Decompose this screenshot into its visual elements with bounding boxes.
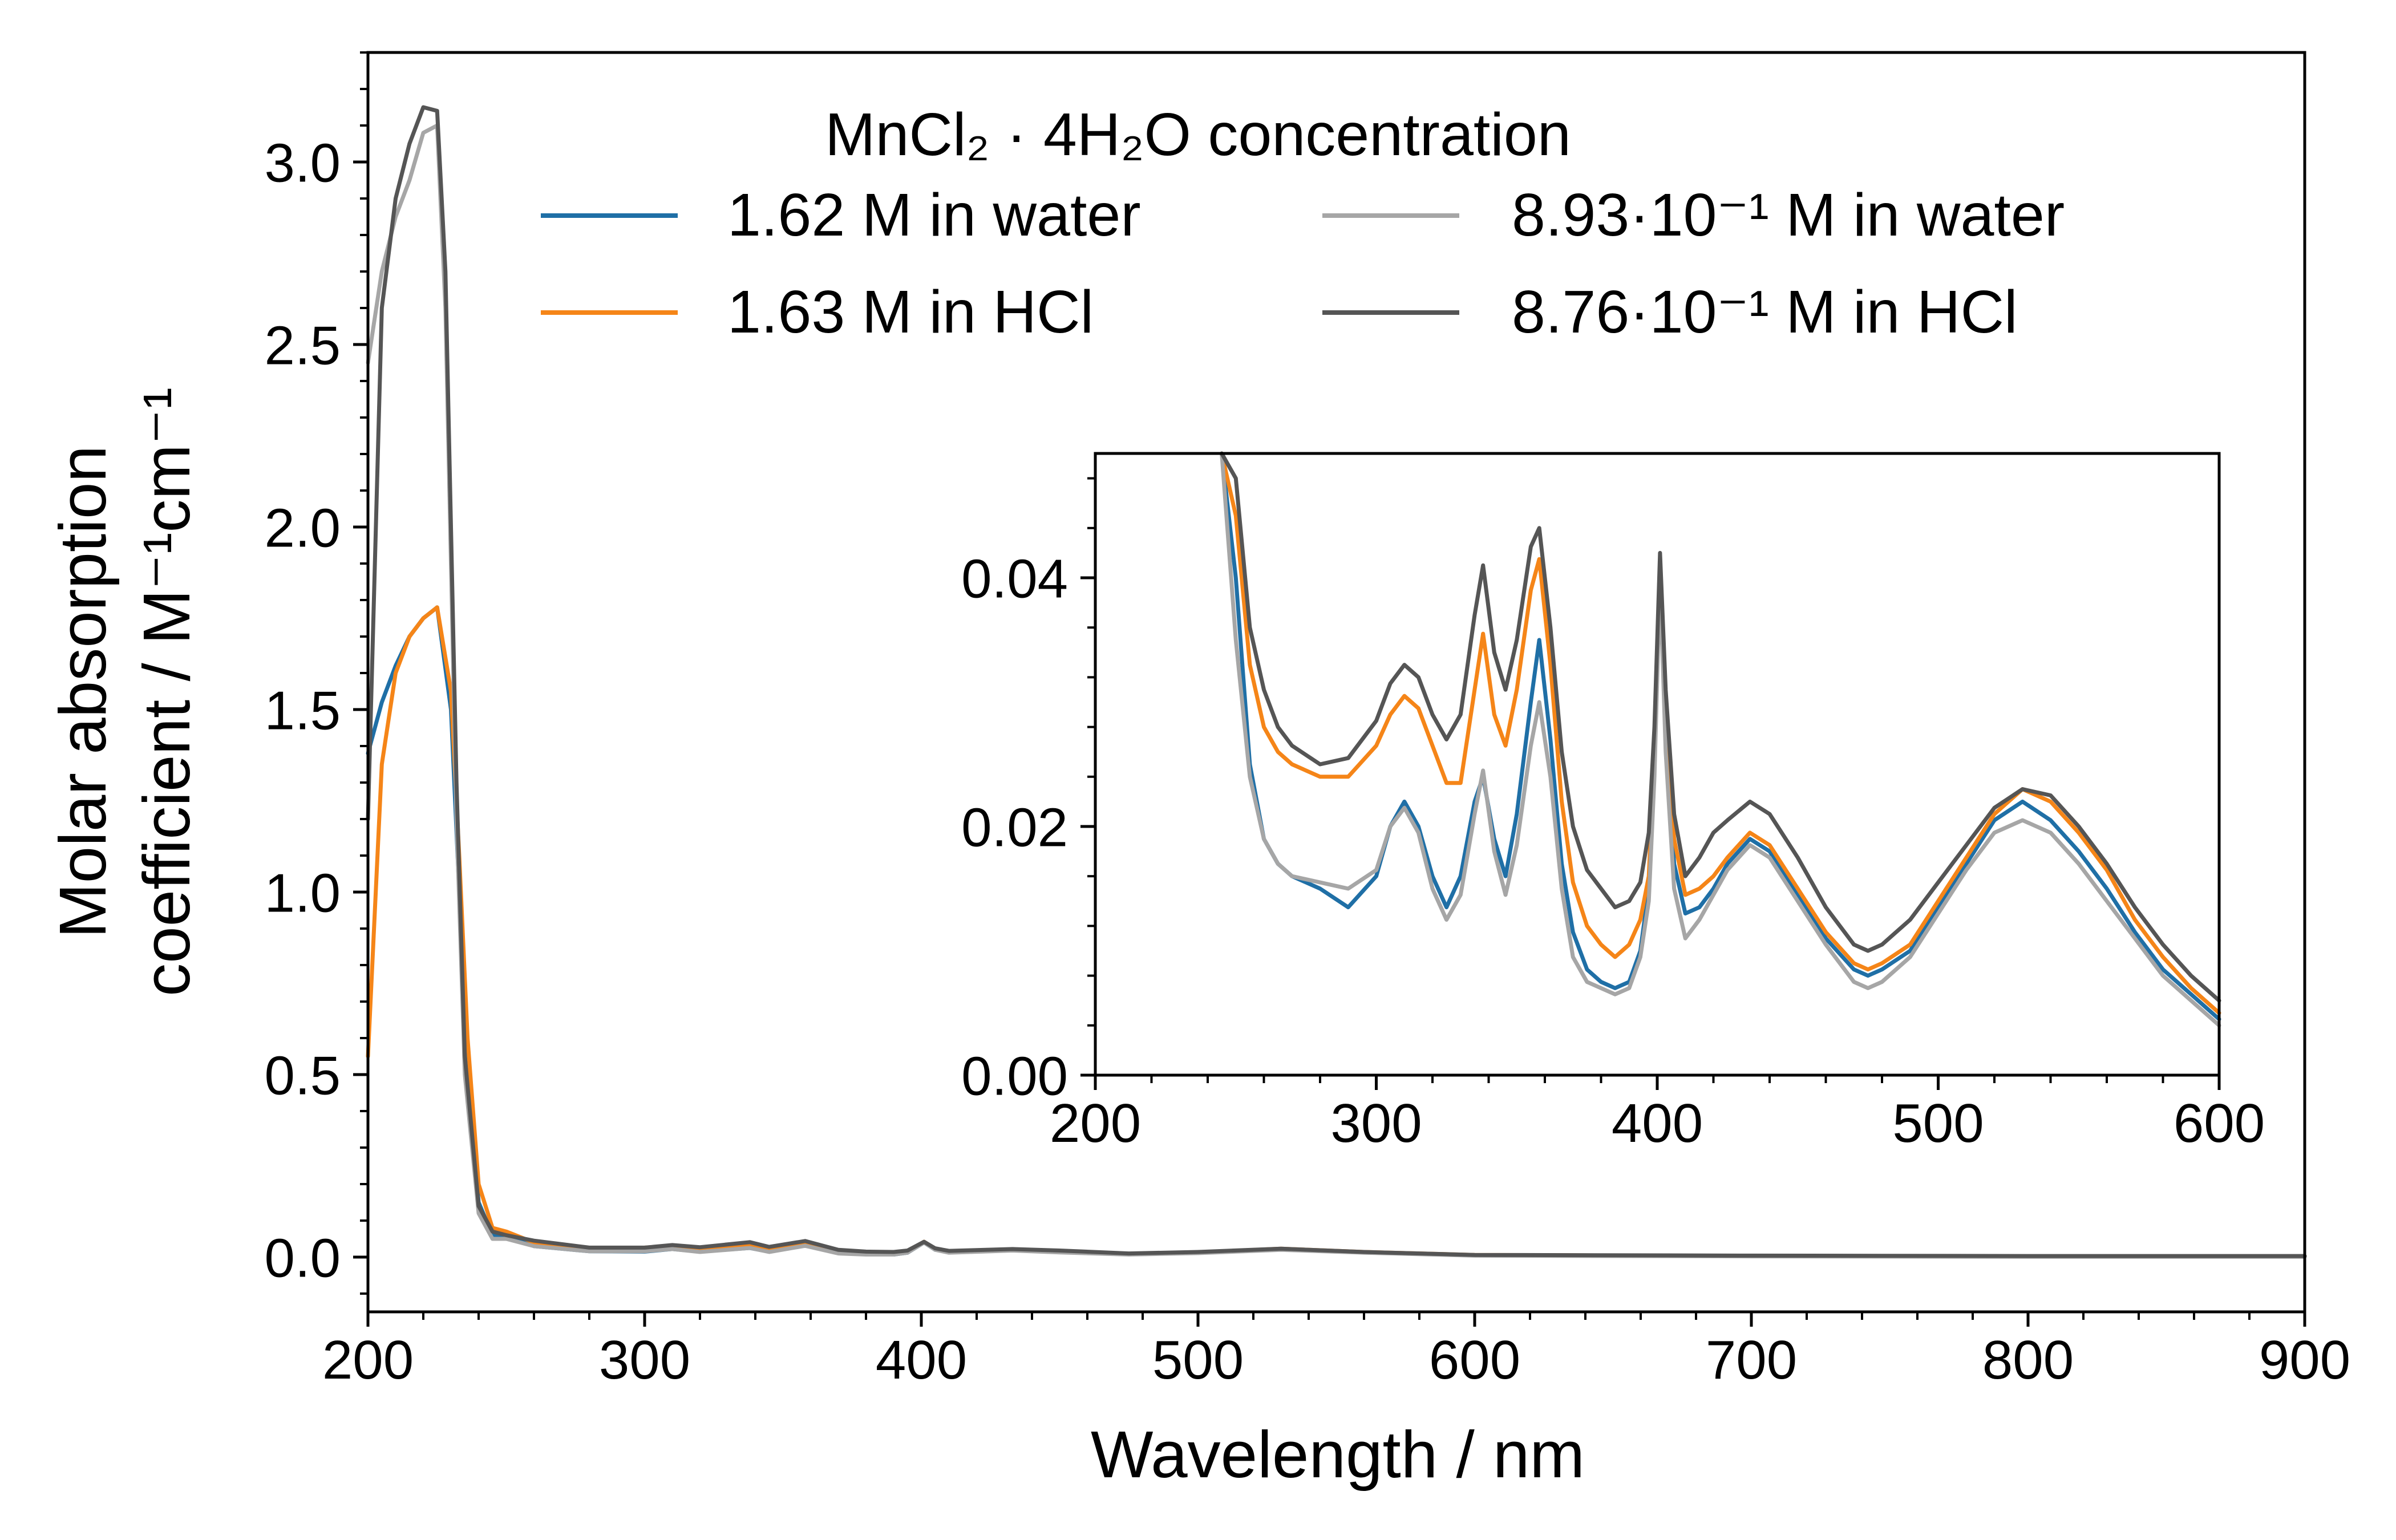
inset-y-tick-label: 0.00 [961,1046,1068,1107]
main-x-tick-label: 600 [1429,1330,1520,1391]
main-x-tick-label: 700 [1706,1330,1797,1391]
main-y-tick-label: 1.5 [265,680,341,741]
main-x-axis-label: Wavelength / nm [1091,1417,1585,1492]
main-x-tick-label: 800 [1982,1330,2074,1391]
legend-entry-label: 1.63 M in HCl [727,278,1094,346]
main-y-tick-label: 1.0 [265,863,341,924]
inset-plot: 200 300 400 500 600 0.00 0.02 0.04 [961,451,2265,1154]
inset-series-line [1220,451,2221,1015]
main-y-tick-label: 0.5 [265,1045,341,1107]
inset-series-line [1220,451,2221,1003]
legend-entry-label: 8.93·10⁻¹ M in water [1512,181,2065,249]
main-y-tick-label: 2.5 [265,315,341,376]
inset-x-tick-label: 300 [1330,1093,1422,1154]
main-plot: 200 300 400 500 600 700 800 900 0.0 0.5 1.0 1.5 2.0 2… [46,51,2350,1492]
inset-axis-ticks: 200 300 400 500 600 0.00 0.02 0.04 [961,477,2265,1154]
main-y-tick-label: 3.0 [265,133,341,194]
main-axis-ticks: 200 300 400 500 600 700 800 900 0.0 0.5 1.0 1.5 2.0 2… [265,51,2350,1391]
main-axes-frame [366,51,2306,1314]
main-y-axis-label-line2: coefficient / M⁻¹cm⁻¹ [129,387,204,996]
legend: MnCl₂ · 4H₂O concentration 1.62 M in wat… [541,101,2065,346]
main-y-tick-label: 2.0 [265,498,341,559]
main-y-tick-label: 0.0 [265,1228,341,1289]
inset-x-tick-label: 600 [2174,1093,2265,1154]
inset-y-tick-label: 0.02 [961,797,1068,858]
main-y-axis-label-line1: Molar absorption [46,445,120,938]
main-x-tick-label: 400 [876,1330,967,1391]
main-x-tick-label: 500 [1152,1330,1244,1391]
main-series-line [366,105,2307,1258]
inset-x-tick-label: 400 [1612,1093,1703,1154]
main-x-tick-label: 200 [322,1330,414,1391]
inset-y-tick-label: 0.04 [961,549,1068,610]
legend-entry-label: 8.76·10⁻¹ M in HCl [1512,278,2018,346]
main-x-tick-label: 900 [2259,1330,2350,1391]
inset-series-lines [1220,451,2221,1028]
inset-x-tick-label: 200 [1050,1093,1141,1154]
inset-x-tick-label: 500 [1892,1093,1984,1154]
inset-background [1095,453,2219,1075]
legend-entries: 1.62 M in water 1.63 M in HCl 8.93·10⁻¹ M … [541,181,2065,346]
inset-series-line [1220,451,2221,1028]
main-x-tick-label: 300 [599,1330,690,1391]
legend-title: MnCl₂ · 4H₂O concentration [825,101,1571,168]
main-series-lines [366,105,2307,1259]
legend-entry-label: 1.62 M in water [727,181,1141,249]
